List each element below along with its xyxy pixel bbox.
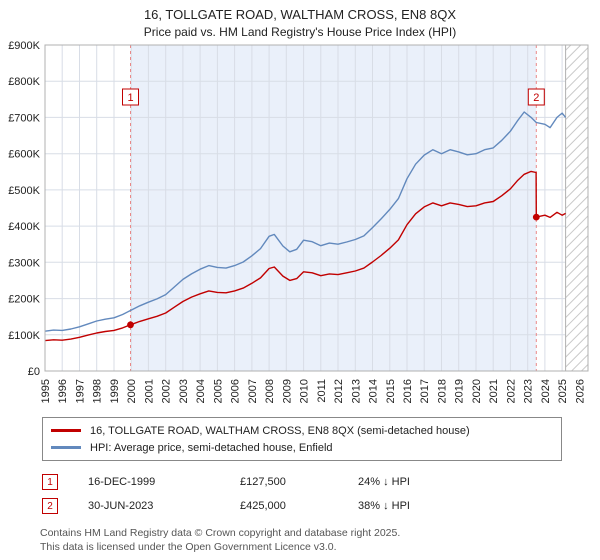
sale-marker-number: 2 [533, 92, 539, 104]
sale-2-hpi-diff: 38% ↓ HPI [358, 500, 410, 512]
x-tick-label: 2015 [385, 379, 397, 403]
x-tick-label: 1998 [92, 379, 104, 403]
y-tick-label: £400K [8, 221, 40, 233]
x-tick-label: 2008 [264, 379, 276, 403]
x-tick-label: 2003 [178, 379, 190, 403]
hpi-line-swatch [51, 446, 81, 449]
legend-item-hpi: HPI: Average price, semi-detached house,… [51, 439, 553, 456]
x-tick-label: 2011 [316, 379, 328, 403]
legend-label-property: 16, TOLLGATE ROAD, WALTHAM CROSS, EN8 8Q… [90, 424, 470, 437]
x-tick-label: 1996 [57, 379, 69, 403]
x-tick-label: 1999 [109, 379, 121, 403]
x-tick-label: 2001 [143, 379, 155, 403]
x-tick-label: 2007 [247, 379, 259, 403]
y-tick-label: £900K [8, 41, 40, 52]
plot-border [44, 44, 589, 372]
x-tick-label: 2026 [574, 379, 586, 403]
sale-1-number-box: 1 [42, 474, 58, 490]
x-tick-label: 2006 [230, 379, 242, 403]
price-history-chart: 1995 1996 1997 1998 1999 2000 2001 2002 2003 2004… [0, 40, 600, 413]
x-tick-label: 2012 [333, 379, 345, 403]
footer-line-2: This data is licensed under the Open Gov… [40, 540, 337, 553]
x-tick-label: 2005 [212, 379, 224, 403]
x-tick-label: 2014 [368, 379, 380, 403]
footer-line-1: Contains HM Land Registry data © Crown c… [40, 527, 401, 539]
sale-annotation-2: 2 30-JUN-2023 £425,000 38% ↓ HPI [42, 494, 600, 518]
x-tick-label: 2009 [281, 379, 293, 403]
sale-1-hpi-diff: 24% ↓ HPI [358, 476, 410, 488]
sale-1-price: £127,500 [240, 476, 286, 488]
x-tick-label: 1995 [40, 379, 52, 403]
property-price-line [44, 170, 566, 342]
sale-2-number-box: 2 [42, 498, 58, 514]
sale-marker-dot [532, 213, 540, 221]
y-tick-label: £800K [8, 76, 40, 88]
license-footer: Contains HM Land Registry data © Crown c… [40, 527, 600, 554]
sale-marker-dot [127, 321, 134, 329]
x-tick-label: 2019 [454, 379, 466, 403]
sale-annotation-1: 1 16-DEC-1999 £127,500 24% ↓ HPI [42, 470, 600, 494]
page-subtitle: Price paid vs. HM Land Registry's House … [143, 25, 457, 39]
x-tick-label: 2022 [505, 379, 517, 403]
y-tick-label: £100K [8, 330, 40, 342]
y-tick-label: £700K [8, 112, 40, 124]
x-tick-label: 2023 [523, 379, 535, 403]
sale-marker-box [527, 88, 545, 106]
x-tick-label: 2010 [299, 379, 311, 403]
x-tick-label: 2024 [540, 379, 552, 403]
x-tick-label: 1997 [75, 379, 87, 403]
x-tick-label: 2002 [161, 379, 173, 403]
property-line-swatch [51, 429, 81, 432]
y-tick-label: £200K [8, 294, 40, 306]
y-tick-label: £300K [8, 257, 40, 269]
x-tick-label: 2020 [471, 379, 483, 403]
x-tick-label: 2017 [419, 379, 431, 403]
future-hatched-area [565, 44, 589, 372]
price-chart-svg: 1995 1996 1997 1998 1999 2000 2001 2002 2003 2004… [8, 40, 589, 403]
x-tick-label: 2025 [557, 379, 569, 403]
x-tick-label: 2000 [126, 379, 138, 403]
sale-2-price: £425,000 [240, 500, 286, 512]
y-tick-label: £600K [8, 149, 40, 161]
x-tick-label: 2018 [437, 379, 449, 403]
chart-legend: 16, TOLLGATE ROAD, WALTHAM CROSS, EN8 8Q… [42, 417, 562, 461]
sale-2-date: 30-JUN-2023 [88, 500, 154, 512]
legend-item-property: 16, TOLLGATE ROAD, WALTHAM CROSS, EN8 8Q… [51, 422, 553, 439]
legend-label-hpi: HPI: Average price, semi-detached house,… [90, 441, 333, 454]
hpi-line [44, 111, 567, 332]
x-tick-label: 2013 [350, 379, 362, 403]
page-title: 16, TOLLGATE ROAD, WALTHAM CROSS, EN8 8Q… [143, 7, 457, 22]
x-tick-label: 2021 [488, 379, 500, 403]
sale-1-date: 16-DEC-1999 [88, 476, 156, 488]
between-sales-shading [130, 45, 537, 371]
y-tick-label: £500K [8, 185, 40, 197]
sale-annotations: 1 16-DEC-1999 £127,500 24% ↓ HPI 2 30-JU… [42, 470, 600, 518]
x-tick-label: 2004 [195, 379, 207, 403]
sale-marker-number: 1 [127, 92, 133, 104]
sale-marker-box [122, 88, 139, 106]
y-tick-label: £0 [28, 366, 40, 378]
x-tick-label: 2016 [402, 379, 414, 403]
